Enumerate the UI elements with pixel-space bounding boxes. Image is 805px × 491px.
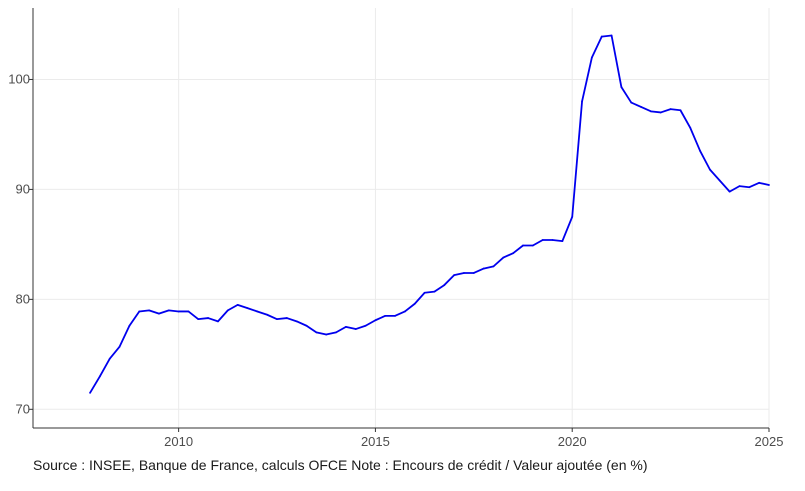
data-point	[718, 179, 721, 182]
data-point	[187, 310, 190, 313]
data-point	[276, 318, 278, 321]
data-point	[738, 185, 741, 188]
data-point	[197, 318, 200, 321]
data-point	[226, 309, 229, 312]
source-caption: Source : INSEE, Banque de France, calcul…	[33, 457, 648, 473]
data-point	[89, 391, 91, 394]
y-tick-label: 80	[16, 291, 30, 306]
data-point	[128, 324, 131, 327]
data-point	[158, 312, 160, 315]
data-point	[344, 325, 347, 328]
data-point	[522, 244, 524, 247]
series-line	[89, 34, 770, 394]
data-point	[482, 267, 485, 270]
data-point	[590, 56, 593, 59]
data-point	[217, 320, 219, 323]
data-point	[728, 190, 731, 193]
data-point	[177, 310, 180, 313]
data-point	[502, 256, 505, 259]
data-point	[571, 216, 574, 218]
data-point	[443, 284, 446, 286]
data-point	[335, 331, 337, 334]
data-point	[325, 333, 328, 336]
data-point	[541, 239, 544, 241]
data-point	[492, 265, 495, 268]
data-point	[758, 181, 761, 184]
data-point	[610, 34, 613, 37]
data-point	[531, 244, 534, 247]
data-point	[463, 272, 465, 274]
data-point	[404, 310, 406, 313]
data-point	[246, 307, 249, 310]
data-point	[295, 320, 298, 323]
data-point	[512, 252, 515, 255]
x-tick-label: 2010	[164, 434, 193, 449]
data-point	[99, 375, 101, 378]
y-tick-label: 90	[16, 181, 30, 196]
data-point	[630, 101, 633, 104]
data-point	[413, 302, 416, 305]
grid-lines	[33, 8, 770, 428]
data-point	[354, 328, 357, 330]
data-point	[305, 324, 308, 327]
data-point	[472, 272, 475, 274]
data-point	[600, 35, 603, 38]
data-point	[561, 240, 564, 242]
data-point	[266, 313, 269, 316]
data-point	[551, 239, 554, 241]
data-point	[709, 168, 711, 171]
data-point	[364, 324, 367, 327]
data-point	[423, 291, 426, 294]
data-point	[650, 110, 652, 113]
x-tick-label: 2025	[755, 434, 784, 449]
data-point	[689, 126, 692, 129]
data-point	[138, 310, 141, 313]
data-point	[108, 357, 111, 360]
axis-ticks: 70 80 90 100 2010 2015 2020 2025	[8, 71, 783, 449]
data-point	[433, 290, 436, 293]
data-point	[236, 303, 239, 306]
data-point	[384, 314, 387, 317]
data-point	[118, 345, 121, 348]
data-point	[148, 309, 151, 312]
data-point	[374, 319, 377, 322]
data-point	[669, 108, 672, 111]
y-tick-label: 70	[16, 401, 30, 416]
x-tick-label: 2015	[361, 434, 390, 449]
data-point	[768, 184, 770, 186]
data-point	[699, 150, 702, 152]
data-point	[453, 274, 456, 277]
data-point	[256, 310, 259, 313]
x-tick-label: 2020	[558, 434, 587, 449]
data-point	[748, 186, 751, 189]
y-tick-label: 100	[8, 71, 30, 86]
data-point	[315, 331, 318, 334]
data-point	[285, 317, 288, 319]
data-point	[679, 109, 682, 112]
data-point	[620, 86, 623, 89]
series-layer	[89, 34, 770, 394]
data-point	[207, 317, 210, 319]
data-point	[581, 100, 583, 103]
data-point	[394, 314, 396, 317]
data-point	[167, 309, 170, 312]
data-point	[640, 106, 642, 108]
data-point	[659, 111, 662, 114]
